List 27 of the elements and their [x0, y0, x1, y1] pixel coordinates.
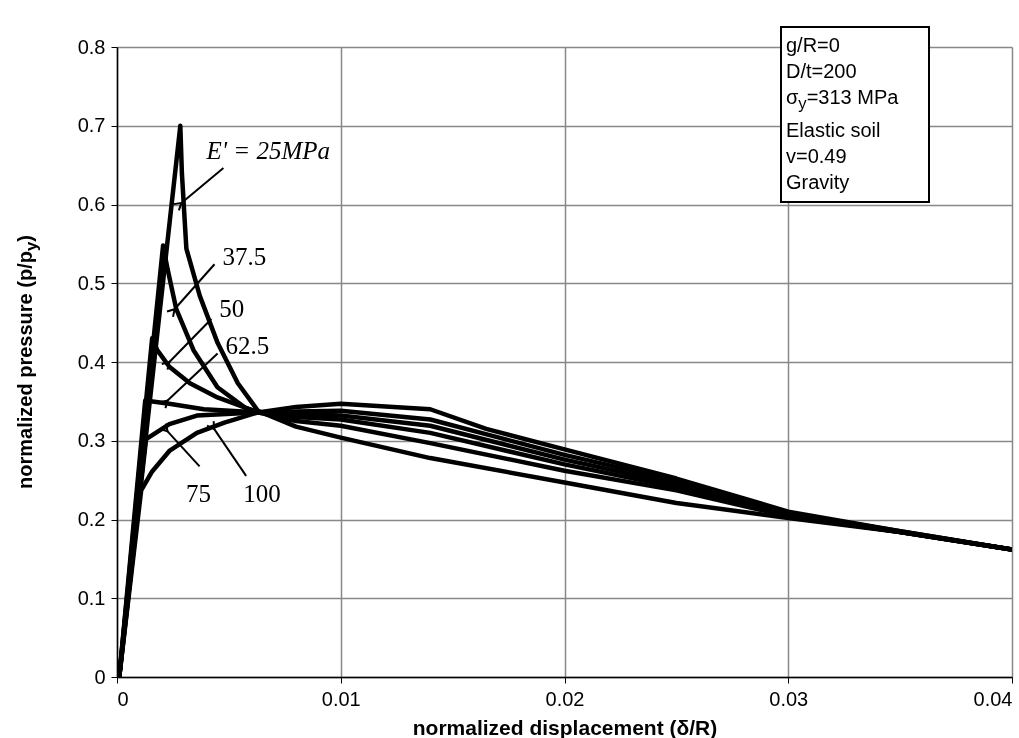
y-tick-label: 0.6: [77, 193, 106, 215]
x-tick-label: 0: [117, 687, 129, 710]
y-tick-label: 0.5: [77, 271, 106, 294]
annotation: g/R=0: [786, 33, 841, 58]
y-tick-label: 0.3: [77, 429, 106, 452]
annotation: 75: [186, 480, 212, 508]
annotation: E' = 25MPa: [205, 136, 331, 164]
y-tick-label: 0.2: [77, 508, 106, 530]
y-tick-label: 0.4: [77, 350, 106, 373]
annotation: v=0.49: [786, 144, 848, 169]
annotation: Elastic soil: [786, 118, 882, 143]
annotation: 100: [243, 479, 281, 507]
annotation: Gravity: [786, 170, 851, 195]
y-tick-label: 0.7: [77, 114, 106, 137]
y-tick-label: 0.1: [77, 586, 106, 609]
annotation: 37.5: [222, 243, 267, 271]
x-tick-label: 0.02: [545, 687, 585, 710]
y-tick-label: 0: [94, 665, 106, 688]
annotation: D/t=200: [786, 59, 858, 84]
y-tick-label: 0.8: [77, 35, 106, 58]
annotation: 62.5: [225, 331, 270, 359]
x-tick-label: 0.03: [769, 687, 809, 710]
x-tick-label: 0.04: [973, 687, 1013, 710]
x-tick-label: 0.01: [321, 687, 361, 710]
annotation: 50: [219, 295, 245, 322]
x-axis-title: normalized displacement (δ/R): [412, 715, 718, 738]
annotation: σ$_{y}$=313 MPa: [786, 85, 899, 115]
